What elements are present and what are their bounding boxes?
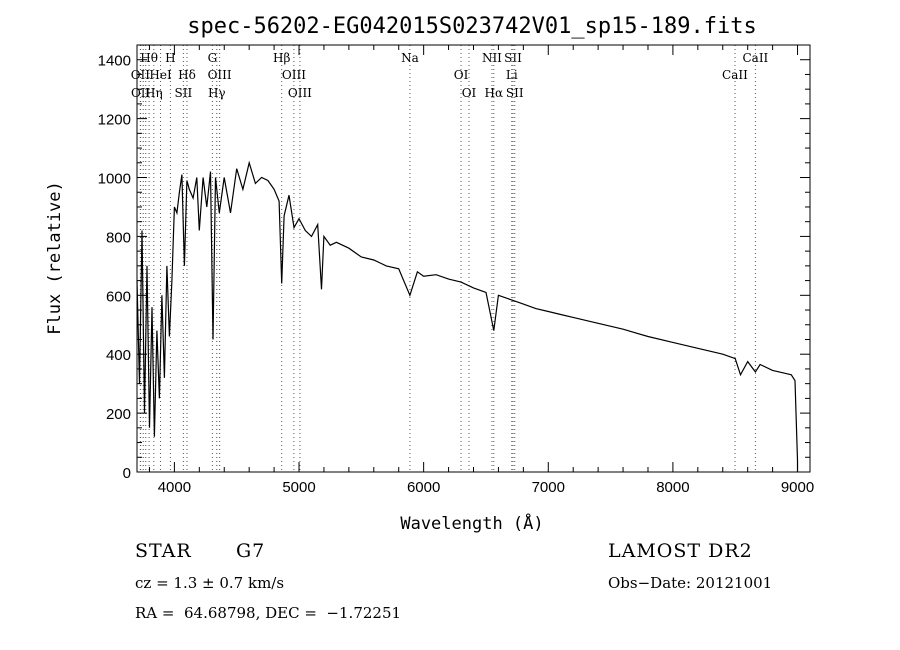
y-tick-label-5: 1000 bbox=[98, 171, 131, 188]
line-label-23: CaII bbox=[742, 51, 768, 65]
y-axis-label: Flux (relative) bbox=[45, 181, 65, 335]
y-tick-label-2: 400 bbox=[106, 347, 131, 364]
y-tick-label-6: 1200 bbox=[98, 112, 131, 129]
x-tick-label-4: 8000 bbox=[656, 479, 689, 496]
y-tick-label-1: 200 bbox=[106, 406, 131, 423]
object-class: STAR bbox=[135, 540, 192, 562]
y-tick-label-4: 800 bbox=[106, 229, 131, 246]
spectrum-series-line bbox=[136, 160, 799, 472]
survey-label: LAMOST DR2 bbox=[608, 540, 753, 562]
line-label-7: SII bbox=[175, 86, 193, 100]
line-label-4: Hη bbox=[145, 86, 163, 100]
line-label-17: NII bbox=[482, 51, 502, 65]
line-label-3: HeI bbox=[149, 68, 172, 82]
line-label-9: OIII bbox=[208, 68, 232, 82]
line-label-12: OIII bbox=[282, 68, 306, 82]
line-label-11: Hβ bbox=[273, 51, 290, 65]
line-label-13: OIII bbox=[288, 86, 312, 100]
line-label-8: G bbox=[208, 51, 218, 65]
emission-line-markers: HθOIIOIIHeIHηHHδSIIGOIIIHγHβOIIIOIIINaOI… bbox=[131, 45, 769, 472]
line-label-1: OII bbox=[131, 68, 151, 82]
x-tick-label-0: 4000 bbox=[158, 479, 191, 496]
line-label-16: OI bbox=[462, 86, 477, 100]
axis-ticks: 4000 5000 6000 7000 8000 9000 0 200 400 600 800 100… bbox=[98, 45, 814, 496]
line-label-21: SII bbox=[506, 86, 524, 100]
line-label-5: H bbox=[165, 51, 175, 65]
x-tick-label-1: 5000 bbox=[282, 479, 315, 496]
line-label-20: Li bbox=[506, 68, 518, 82]
x-tick-label-2: 6000 bbox=[407, 479, 440, 496]
x-tick-label-5: 9000 bbox=[781, 479, 814, 496]
coordinates-text: RA = 64.68798, DEC = −1.72251 bbox=[135, 604, 402, 622]
chart-title: spec-56202-EG042015S023742V01_sp15-189.f… bbox=[187, 14, 757, 39]
line-label-19: SII bbox=[504, 51, 522, 65]
line-label-14: Na bbox=[401, 51, 419, 65]
obs-date-text: Obs−Date: 20121001 bbox=[608, 574, 773, 592]
line-label-22: CaII bbox=[722, 68, 748, 82]
redshift-text: cz = 1.3 ± 0.7 km/s bbox=[135, 574, 285, 592]
line-label-6: Hδ bbox=[178, 68, 196, 82]
x-axis-label: Wavelength (Å) bbox=[400, 512, 543, 534]
x-tick-label-3: 7000 bbox=[532, 479, 565, 496]
line-label-10: Hγ bbox=[208, 86, 226, 100]
object-subclass: G7 bbox=[236, 540, 266, 562]
line-label-15: OI bbox=[454, 68, 469, 82]
plot-frame bbox=[136, 44, 811, 473]
line-label-18: Hα bbox=[485, 86, 504, 100]
y-tick-label-0: 0 bbox=[123, 465, 131, 482]
y-tick-label-7: 1400 bbox=[98, 53, 131, 70]
y-tick-label-3: 600 bbox=[106, 288, 131, 305]
